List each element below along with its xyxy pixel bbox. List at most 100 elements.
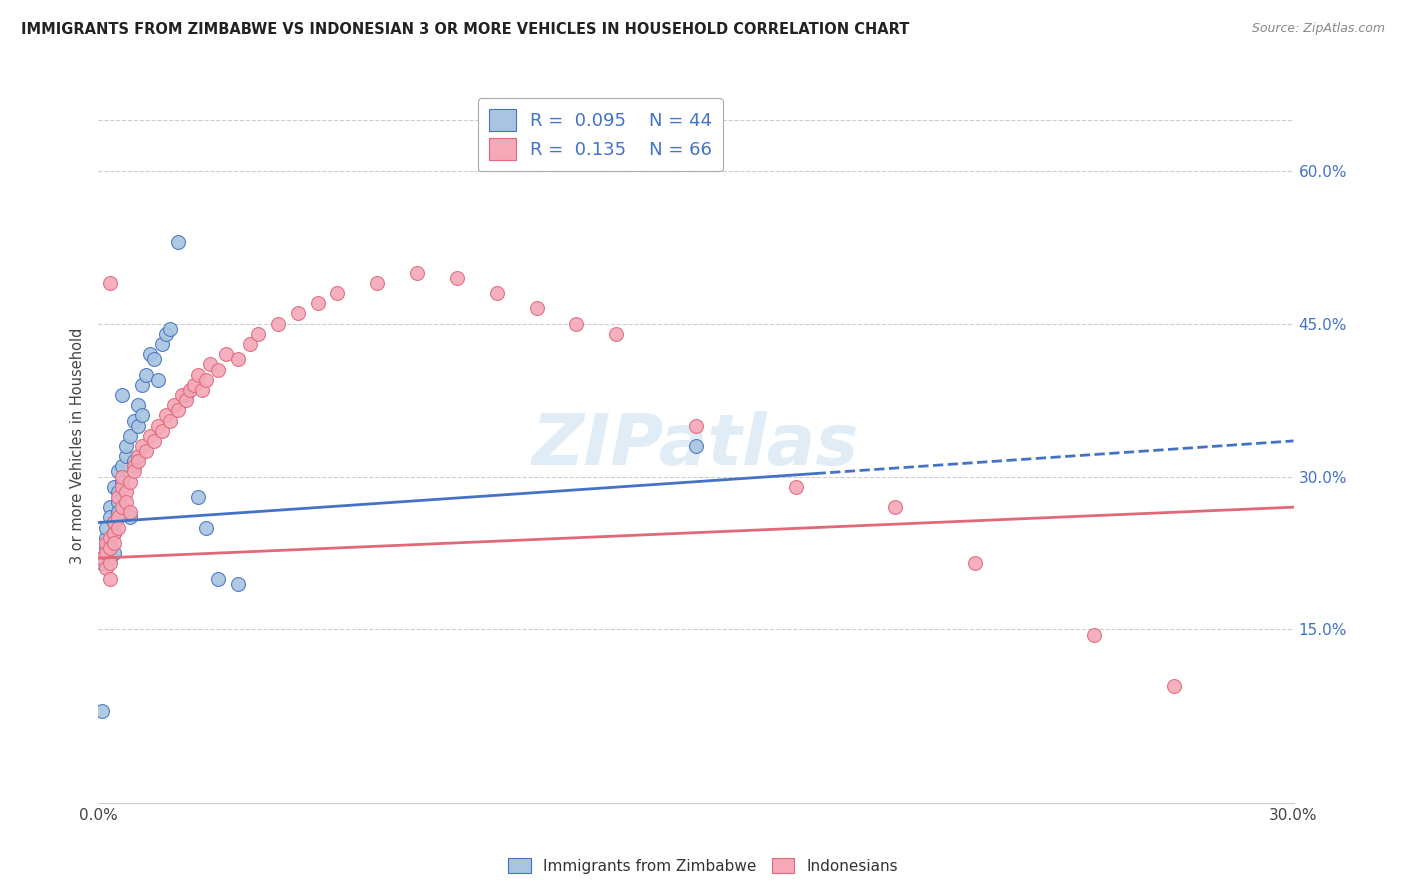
Point [98, 536, 122, 550]
Point [267, 317, 290, 331]
Point [139, 347, 162, 361]
Point [91, 704, 114, 718]
Point [91, 556, 114, 570]
Point [96, 531, 118, 545]
Point [685, 439, 707, 453]
Point [98, 500, 122, 515]
Point [103, 516, 125, 530]
Point [98, 541, 122, 555]
Legend: R =  0.095    N = 44, R =  0.135    N = 66: R = 0.095 N = 44, R = 0.135 N = 66 [478, 98, 723, 171]
Point [239, 337, 262, 351]
Point [127, 398, 149, 412]
Point [98, 572, 122, 586]
Point [111, 480, 134, 494]
Point [115, 484, 138, 499]
Point [131, 377, 153, 392]
Y-axis label: 3 or more Vehicles in Household: 3 or more Vehicles in Household [70, 328, 86, 564]
Point [155, 409, 177, 423]
Point [107, 505, 129, 519]
Point [124, 413, 146, 427]
Point [115, 439, 138, 453]
Point [124, 459, 146, 474]
Point [111, 475, 134, 489]
Point [96, 561, 118, 575]
Point [131, 439, 153, 453]
Point [127, 454, 149, 468]
Point [124, 465, 146, 479]
Point [143, 434, 166, 448]
Point [246, 326, 269, 341]
Point [884, 500, 907, 515]
Point [1163, 679, 1185, 693]
Point [191, 383, 214, 397]
Point [98, 276, 122, 290]
Point [287, 306, 309, 320]
Point [115, 449, 138, 463]
Point [179, 383, 201, 397]
Point [127, 449, 149, 463]
Point [120, 475, 142, 489]
Point [103, 525, 125, 540]
Point [107, 495, 129, 509]
Point [163, 398, 186, 412]
Point [148, 373, 170, 387]
Point [120, 505, 142, 519]
Point [326, 286, 349, 301]
Point [96, 536, 118, 550]
Point [150, 424, 173, 438]
Point [111, 469, 134, 483]
Point [103, 525, 125, 540]
Point [307, 296, 329, 310]
Point [111, 459, 134, 474]
Text: Source: ZipAtlas.com: Source: ZipAtlas.com [1251, 22, 1385, 36]
Point [115, 495, 138, 509]
Point [446, 270, 468, 285]
Point [207, 572, 229, 586]
Point [167, 403, 190, 417]
Point [139, 429, 162, 443]
Point [187, 368, 209, 382]
Point [215, 347, 238, 361]
Point [96, 541, 118, 555]
Point [1083, 627, 1105, 641]
Point [565, 317, 588, 331]
Point [526, 301, 548, 316]
Point [98, 551, 122, 566]
Point [174, 388, 197, 402]
Point [103, 480, 125, 494]
Point [107, 465, 129, 479]
Point [172, 388, 194, 402]
Point [366, 276, 388, 290]
Point [226, 576, 249, 591]
Point [785, 480, 807, 494]
Point [174, 393, 197, 408]
Point [143, 352, 166, 367]
Point [226, 352, 249, 367]
Point [159, 322, 181, 336]
Point [91, 551, 114, 566]
Point [207, 362, 229, 376]
Point [107, 510, 129, 524]
Text: ZIPatlas: ZIPatlas [533, 411, 859, 481]
Point [98, 531, 122, 545]
Point [685, 418, 707, 433]
Point [198, 358, 221, 372]
Point [103, 516, 125, 530]
Point [963, 556, 986, 570]
Point [111, 388, 134, 402]
Point [103, 536, 125, 550]
Point [605, 326, 627, 341]
Point [406, 266, 429, 280]
Point [135, 444, 157, 458]
Point [195, 520, 218, 534]
Point [111, 500, 134, 515]
Point [183, 377, 205, 392]
Point [159, 413, 181, 427]
Point [98, 556, 122, 570]
Point [148, 418, 170, 433]
Point [127, 418, 149, 433]
Point [150, 337, 173, 351]
Point [107, 520, 129, 534]
Point [155, 326, 177, 341]
Point [96, 546, 118, 560]
